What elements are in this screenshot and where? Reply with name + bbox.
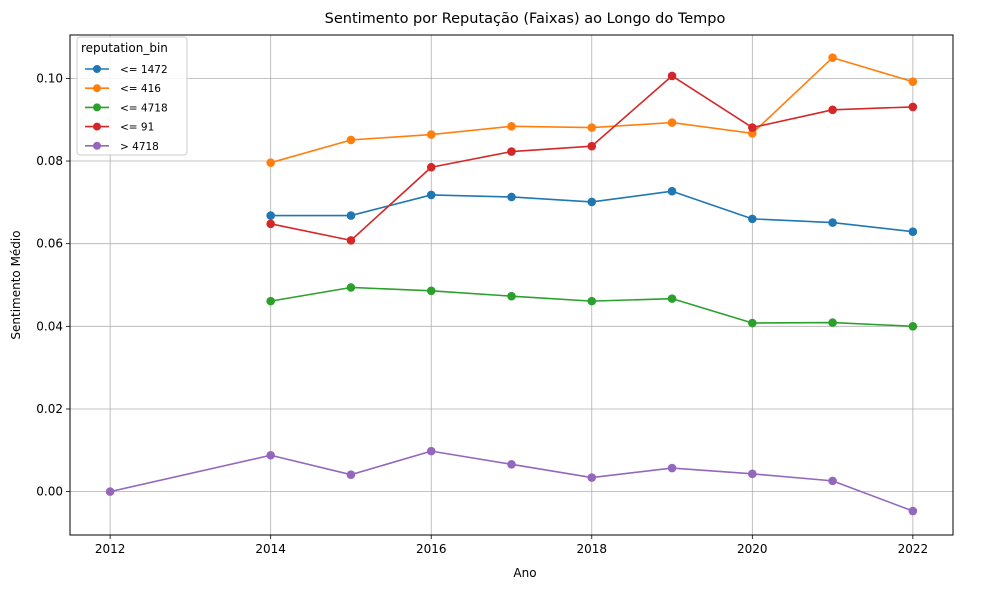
series-line — [109, 450, 914, 512]
data-point — [507, 147, 516, 156]
data-point — [346, 470, 356, 479]
data-point — [908, 506, 918, 516]
legend-marker — [93, 65, 101, 73]
data-point — [748, 123, 757, 132]
data-point — [667, 118, 677, 127]
y-axis-ticks: 0.00 0.02 0.04 0.06 0.08 0.10 — [36, 71, 70, 499]
x-tick-label: 2018 — [576, 542, 607, 556]
data-point — [908, 102, 918, 112]
series-4 — [105, 446, 918, 516]
x-tick-label: 2014 — [255, 542, 286, 556]
data-point — [587, 123, 597, 132]
x-axis-ticks: 2012 2014 2016 2018 2020 2022 — [95, 535, 928, 556]
x-axis-title: Ano — [513, 566, 536, 580]
y-tick-label: 0.04 — [36, 319, 63, 333]
data-point — [828, 105, 837, 115]
data-point — [426, 130, 436, 139]
data-point — [266, 158, 275, 167]
data-point — [828, 218, 837, 227]
y-tick-label: 0.06 — [36, 237, 63, 251]
legend-item: <= 1472 — [85, 64, 168, 76]
series-layer — [105, 53, 918, 516]
data-point — [587, 197, 597, 207]
data-point — [426, 162, 436, 172]
data-point — [507, 460, 516, 469]
series-1 — [266, 53, 918, 167]
x-tick-label: 2012 — [95, 542, 126, 556]
y-axis-title: Sentimento Médio — [9, 230, 23, 339]
legend-marker — [93, 103, 101, 112]
y-tick-label: 0.02 — [36, 402, 63, 416]
series-0 — [266, 186, 918, 236]
data-point — [507, 291, 516, 301]
legend: reputation_bin <= 1472 <= 416 <= 4718 <= 91… — [76, 36, 188, 156]
legend-title: reputation_bin — [81, 41, 168, 55]
grid — [70, 35, 953, 535]
data-point — [266, 219, 275, 229]
legend-label: <= 91 — [120, 122, 154, 134]
data-point — [908, 322, 918, 331]
legend-label: <= 416 — [120, 83, 161, 95]
y-tick-label: 0.08 — [36, 154, 63, 168]
data-point — [908, 227, 918, 236]
legend-box — [76, 36, 188, 156]
data-point — [908, 77, 918, 86]
legend-item: <= 416 — [85, 83, 161, 95]
data-point — [828, 318, 837, 327]
data-point — [426, 446, 436, 456]
data-point — [266, 450, 275, 460]
y-tick-label: 0.10 — [36, 71, 63, 85]
legend-items: <= 1472 <= 416 <= 4718 <= 91 > 4718 — [85, 64, 168, 153]
data-point — [828, 476, 837, 486]
chart-title: Sentimento por Reputação (Faixas) ao Lon… — [325, 11, 726, 27]
data-point — [426, 286, 436, 296]
data-point — [667, 294, 677, 303]
data-point — [667, 463, 677, 473]
y-tick-label: 0.00 — [36, 485, 63, 499]
legend-item: <= 4718 — [85, 102, 168, 114]
data-point — [266, 296, 275, 306]
plot-frame — [69, 34, 954, 536]
legend-label: > 4718 — [120, 141, 159, 153]
data-point — [507, 122, 516, 131]
data-point — [828, 53, 837, 63]
legend-label: <= 4718 — [120, 102, 168, 114]
data-point — [587, 473, 597, 482]
data-point — [346, 236, 356, 245]
data-point — [426, 190, 436, 200]
data-point — [667, 186, 677, 196]
series-3 — [266, 71, 918, 245]
data-point — [266, 211, 275, 220]
legend-label: <= 1472 — [120, 64, 168, 76]
data-point — [346, 283, 356, 292]
legend-marker — [93, 84, 101, 93]
data-point — [105, 487, 115, 496]
data-point — [667, 71, 677, 81]
data-point — [507, 192, 516, 202]
data-point — [346, 211, 356, 220]
x-tick-label: 2022 — [898, 542, 929, 556]
data-point — [587, 141, 597, 151]
x-tick-label: 2016 — [416, 542, 447, 556]
data-point — [346, 135, 356, 145]
legend-marker — [93, 122, 101, 131]
legend-item: > 4718 — [85, 141, 159, 153]
data-point — [748, 318, 757, 328]
data-point — [748, 469, 757, 479]
x-tick-label: 2020 — [737, 542, 768, 556]
data-point — [587, 296, 597, 306]
series-2 — [266, 283, 918, 331]
legend-marker — [93, 141, 101, 150]
legend-item: <= 91 — [85, 122, 154, 134]
data-point — [748, 214, 757, 224]
